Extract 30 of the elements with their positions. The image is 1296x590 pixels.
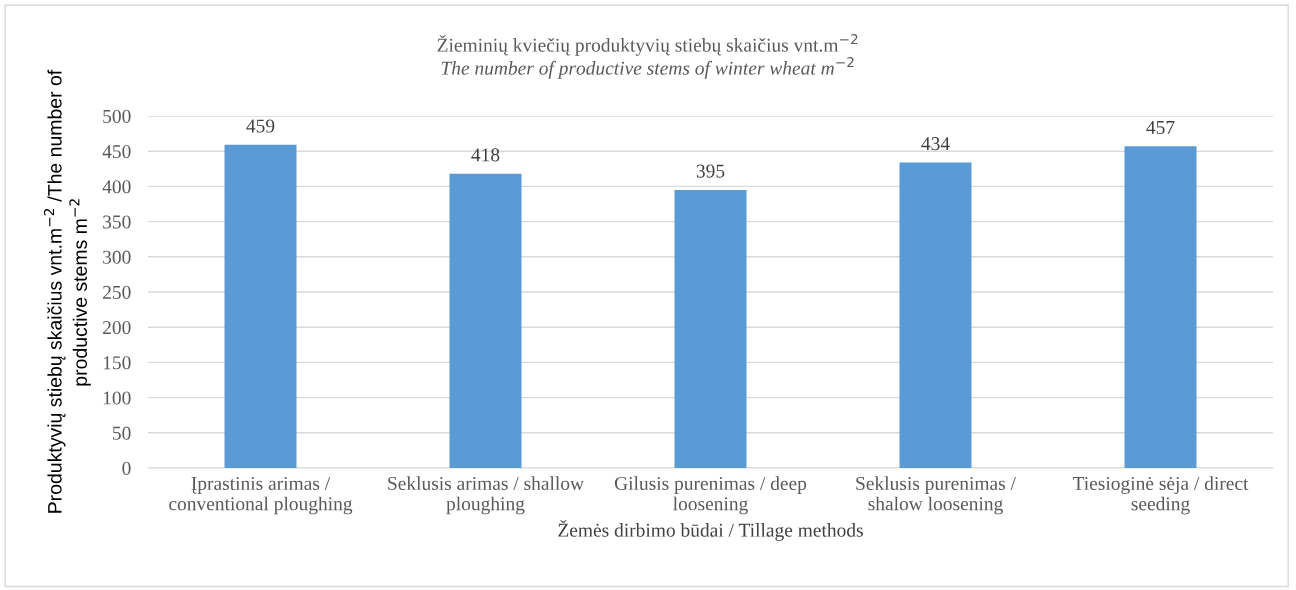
bar [449, 173, 522, 468]
data-label: 418 [471, 148, 500, 162]
bar [224, 144, 297, 468]
y-axis-title: Produktyvių stiebų skaičius vnt.m$^{−2}$ /The number of productive stems m$^{−2}$ [43, 69, 91, 513]
y-tick-label: 450 [102, 145, 131, 159]
x-tick-label: Įprastinis arimas / conventional ploughing [169, 476, 353, 515]
x-tick-label: Tiesioginė sėja / direct seeding [1072, 476, 1249, 515]
x-tick-label: Seklusis arimas / shallow ploughing [388, 476, 584, 515]
y-tick-label: 200 [103, 321, 131, 335]
bar [674, 189, 747, 468]
data-label: 434 [921, 137, 950, 151]
x-tick-label: Gilusis purenimas / deep loosening [614, 476, 807, 515]
x-axis-title: Žemės dirbimo būdai / Tillage methods [558, 519, 863, 541]
y-tick-label: 250 [103, 285, 131, 299]
bar [1124, 146, 1197, 468]
y-tick-label: 500 [103, 109, 131, 123]
y-tick-label: 300 [103, 250, 131, 264]
y-tick-label: 50 [113, 426, 131, 440]
y-tick-label: 0 [122, 461, 131, 475]
x-tick-label: Seklusis purenimas / shalow loosening [856, 476, 1016, 515]
chart-title: Žieminių kviečių produktyvių stiebų skaičius vnt.m$^{−2}$ [437, 34, 858, 56]
data-label: 457 [1146, 121, 1175, 134]
y-tick-label: 100 [103, 391, 131, 405]
chart-subtitle: The number of productive stems of winter wheat m$^{−2}$ [441, 57, 854, 79]
y-tick-label: 150 [103, 356, 131, 370]
y-tick-label: 350 [103, 215, 131, 229]
data-label: 395 [696, 164, 725, 178]
y-tick-label: 400 [102, 180, 131, 194]
data-label: 459 [246, 119, 275, 133]
bar [899, 162, 972, 468]
